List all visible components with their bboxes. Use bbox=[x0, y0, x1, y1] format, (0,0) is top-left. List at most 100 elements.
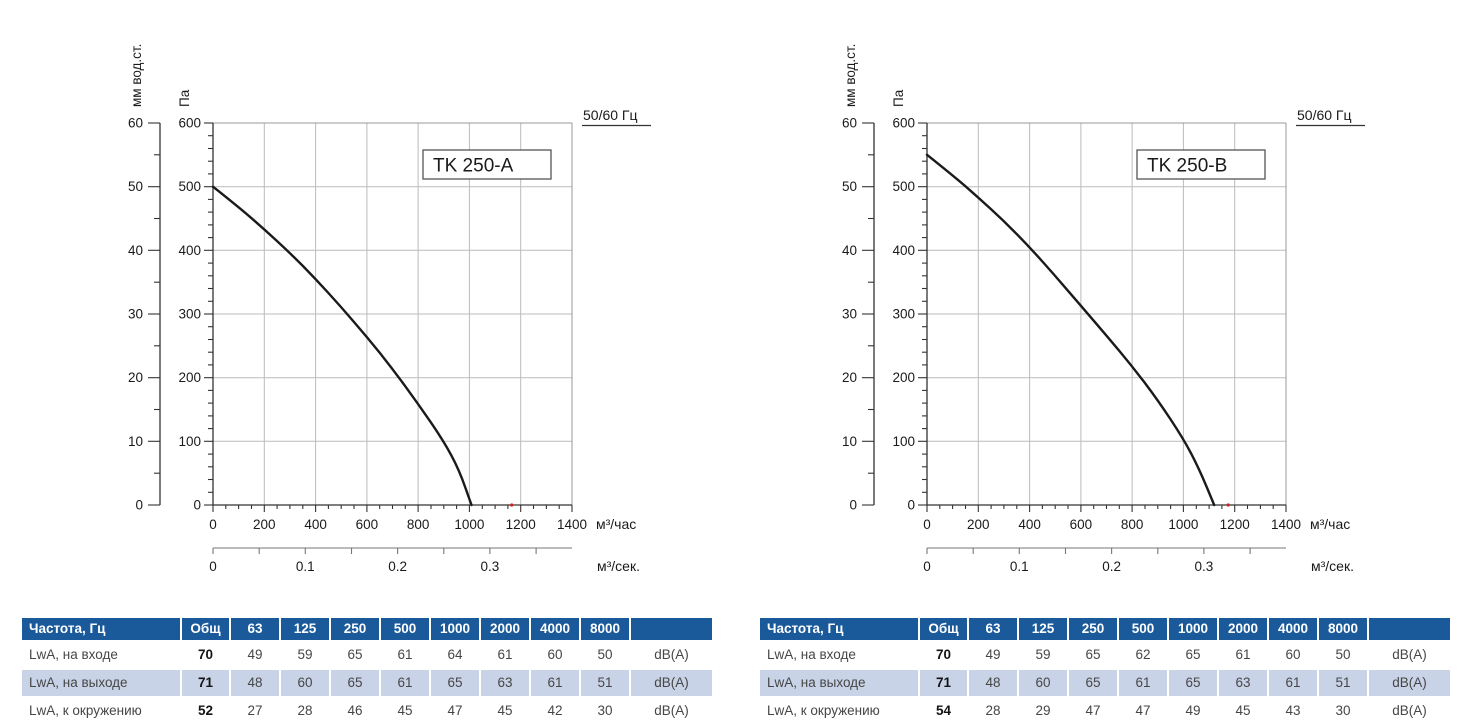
chart-title-box: TK 250-B bbox=[1136, 149, 1266, 180]
svg-text:1400: 1400 bbox=[557, 517, 587, 532]
svg-text:0.2: 0.2 bbox=[388, 559, 407, 574]
table-cell: 63 bbox=[479, 668, 530, 697]
svg-text:600: 600 bbox=[178, 116, 201, 131]
table-cell: 60 bbox=[529, 640, 580, 669]
table-row: LwA, к окружению 52 27 28 46 45 47 45 42 30 dB(A) bbox=[22, 696, 712, 723]
svg-text:200: 200 bbox=[178, 370, 201, 385]
table-cell: 59 bbox=[1017, 640, 1068, 669]
svg-text:0: 0 bbox=[135, 498, 143, 513]
table-row: LwA, к окружению 54 28 29 47 47 49 45 43 30 dB(A) bbox=[760, 696, 1450, 723]
table-cell: 47 bbox=[1067, 696, 1118, 723]
table-cell: 27 bbox=[229, 696, 280, 723]
svg-text:0.3: 0.3 bbox=[481, 559, 500, 574]
table-cell: LwA, к окружению bbox=[760, 696, 919, 723]
table-cell: 65 bbox=[1167, 640, 1218, 669]
svg-text:500: 500 bbox=[178, 179, 201, 194]
table-cell: 71 bbox=[180, 668, 230, 697]
table-cell: 51 bbox=[1317, 668, 1368, 697]
svg-text:0: 0 bbox=[923, 559, 931, 574]
ylabel-mm: мм вод.ст. bbox=[129, 44, 144, 107]
table-cell: 50 bbox=[1317, 640, 1368, 669]
table-cell: 49 bbox=[967, 640, 1018, 669]
noise-table-tk250b: Частота, Гц Общ 63 125 250 500 1000 2000 4000 800… bbox=[760, 618, 1450, 723]
table-cell: 70 bbox=[918, 640, 968, 669]
table-header-row: Частота, Гц Общ 63 125 250 500 1000 2000 4000 800… bbox=[760, 618, 1450, 641]
svg-text:400: 400 bbox=[178, 243, 201, 258]
table-cell: 60 bbox=[1267, 640, 1318, 669]
svg-text:20: 20 bbox=[128, 370, 143, 385]
y-axis-pa: 0 100 200 300 400 500 600 bbox=[892, 116, 928, 513]
table-cell: 28 bbox=[967, 696, 1018, 723]
header-cell: Частота, Гц bbox=[22, 618, 181, 641]
svg-text:0: 0 bbox=[209, 559, 217, 574]
header-cell: 125 bbox=[1017, 618, 1068, 641]
svg-text:30: 30 bbox=[128, 307, 143, 322]
ylabel-pa: Па bbox=[891, 89, 906, 107]
table-cell: 61 bbox=[379, 668, 430, 697]
pressure-curve bbox=[211, 185, 473, 507]
table-cell: LwA, на входе bbox=[22, 640, 181, 669]
svg-text:1200: 1200 bbox=[1220, 517, 1250, 532]
header-cell bbox=[629, 618, 712, 641]
table-cell: LwA, на выходе bbox=[760, 668, 919, 697]
table-cell: 65 bbox=[1067, 668, 1118, 697]
header-cell: 2000 bbox=[1217, 618, 1268, 641]
table-cell: 61 bbox=[1267, 668, 1318, 697]
grid bbox=[927, 123, 1286, 505]
table-cell: 63 bbox=[1217, 668, 1268, 697]
header-cell: 1000 bbox=[429, 618, 480, 641]
table-row: LwA, на выходе 71 48 60 65 61 65 63 61 51 dB(A) bbox=[760, 668, 1450, 697]
header-cell: 125 bbox=[279, 618, 330, 641]
table-cell: dB(A) bbox=[629, 640, 712, 669]
header-cell: 2000 bbox=[479, 618, 530, 641]
table-cell: 62 bbox=[1117, 640, 1168, 669]
ylabel-pa: Па bbox=[177, 89, 192, 107]
table-cell: 46 bbox=[329, 696, 380, 723]
table-cell: LwA, на выходе bbox=[22, 668, 181, 697]
svg-text:30: 30 bbox=[842, 307, 857, 322]
svg-text:1200: 1200 bbox=[506, 517, 536, 532]
table-row: LwA, на выходе 71 48 60 65 61 65 63 61 51 dB(A) bbox=[22, 668, 712, 697]
svg-text:800: 800 bbox=[1121, 517, 1144, 532]
x-axis-m3s: 0 0.1 0.2 0.3 м³/сек. bbox=[923, 547, 1354, 574]
svg-text:10: 10 bbox=[842, 434, 857, 449]
table-cell: dB(A) bbox=[1367, 696, 1450, 723]
svg-text:400: 400 bbox=[892, 243, 915, 258]
table-header-row: Частота, Гц Общ 63 125 250 500 1000 2000 4000 800… bbox=[22, 618, 712, 641]
header-cell: 8000 bbox=[579, 618, 630, 641]
svg-text:200: 200 bbox=[967, 517, 990, 532]
x-axis-unit-m3h: м³/час bbox=[1310, 516, 1350, 532]
svg-text:0.1: 0.1 bbox=[296, 559, 315, 574]
header-cell: 250 bbox=[1067, 618, 1118, 641]
x-axis-m3s: 0 0.1 0.2 0.3 м³/сек. bbox=[209, 547, 640, 574]
table-cell: 54 bbox=[918, 696, 968, 723]
table-cell: 43 bbox=[1267, 696, 1318, 723]
svg-text:1000: 1000 bbox=[1168, 517, 1198, 532]
svg-text:0.1: 0.1 bbox=[1010, 559, 1029, 574]
table-cell: 59 bbox=[279, 640, 330, 669]
grid bbox=[213, 123, 572, 505]
table-cell: 29 bbox=[1017, 696, 1068, 723]
table-cell: 52 bbox=[180, 696, 230, 723]
table-cell: 65 bbox=[1167, 668, 1218, 697]
table-cell: 70 bbox=[180, 640, 230, 669]
svg-text:0.3: 0.3 bbox=[1195, 559, 1214, 574]
x-axis-m3h: 0 200 400 600 800 1000 1200 1400 м³/час bbox=[209, 504, 636, 532]
noise-table: Частота, Гц Общ 63 125 250 500 1000 2000 4000 800… bbox=[760, 618, 1450, 723]
svg-text:50/60 Гц: 50/60 Гц bbox=[583, 107, 638, 123]
svg-text:40: 40 bbox=[128, 243, 143, 258]
table-cell: 30 bbox=[1317, 696, 1368, 723]
svg-text:1000: 1000 bbox=[454, 517, 484, 532]
svg-text:300: 300 bbox=[178, 307, 201, 322]
svg-text:0: 0 bbox=[193, 498, 201, 513]
y-axis-pa: 0 100 200 300 400 500 600 bbox=[178, 116, 214, 513]
svg-text:50: 50 bbox=[128, 179, 143, 194]
svg-text:600: 600 bbox=[892, 116, 915, 131]
table-cell: 61 bbox=[1217, 640, 1268, 669]
table-cell: 65 bbox=[429, 668, 480, 697]
table-cell: dB(A) bbox=[629, 696, 712, 723]
header-cell: Частота, Гц bbox=[760, 618, 919, 641]
table-row: LwA, на входе 70 49 59 65 62 65 61 60 50 dB(A) bbox=[760, 640, 1450, 669]
table-cell: 45 bbox=[479, 696, 530, 723]
